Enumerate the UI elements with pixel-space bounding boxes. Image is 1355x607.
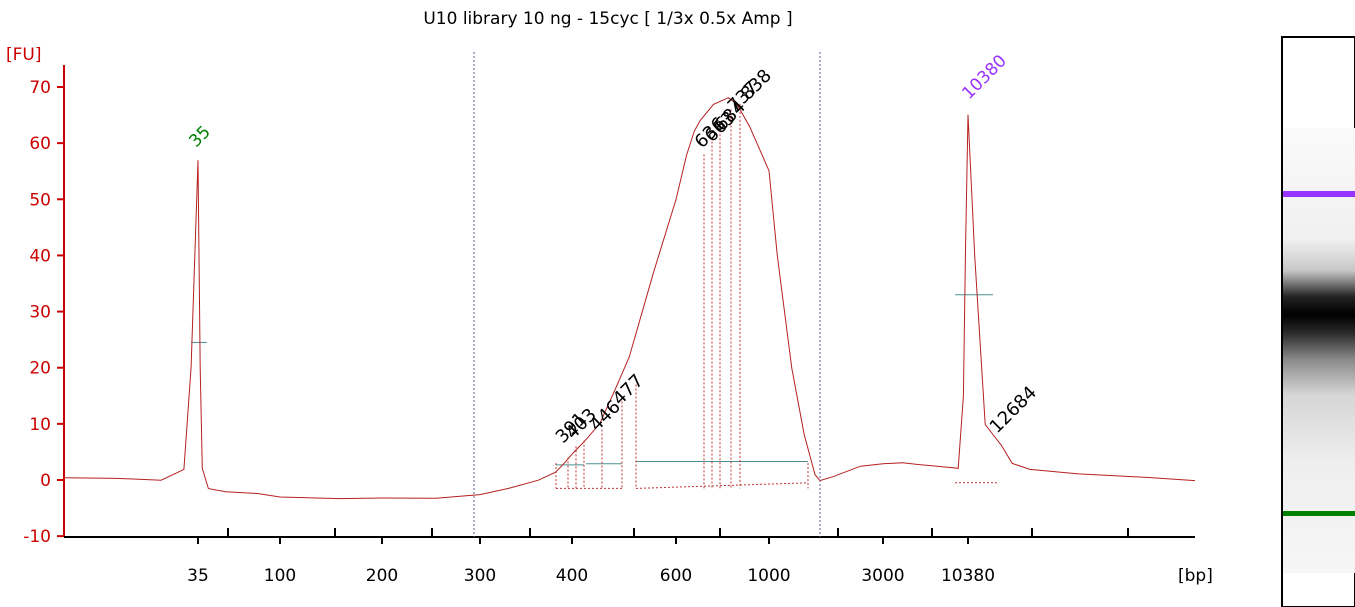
gel-image xyxy=(1281,36,1355,607)
x-tick-label: 3000 xyxy=(861,566,904,586)
x-tick-label: 10380 xyxy=(941,566,995,586)
y-axis: -10 0 10 20 30 40 50 60 70 xyxy=(23,65,65,547)
y-tick-label: 30 xyxy=(29,303,51,323)
y-tick-label: 70 xyxy=(29,78,51,98)
x-tick-label: 1000 xyxy=(747,566,790,586)
region-guides xyxy=(473,52,821,537)
y-tick-label: 40 xyxy=(29,246,51,266)
gel-upper-marker-band xyxy=(1283,191,1355,197)
x-tick-label: 600 xyxy=(660,566,692,586)
x-tick-label: 200 xyxy=(366,566,398,586)
y-tick-label: 60 xyxy=(29,134,51,154)
y-tick-label: 0 xyxy=(40,471,51,491)
y-axis-label: [FU] xyxy=(6,45,42,65)
upper-marker-label: 10380 xyxy=(958,51,1010,103)
chart-title: U10 library 10 ng - 15cyc [ 1/3x 0.5x Am… xyxy=(423,9,792,29)
x-axis: 35 100 200 300 400 600 1000 3000 10380 xyxy=(64,528,1195,586)
x-tick-label: 35 xyxy=(187,566,209,586)
gel-lane xyxy=(1283,128,1355,573)
peak-label: 12684 xyxy=(986,382,1041,437)
y-tick-label: 20 xyxy=(29,359,51,379)
peak-annotations xyxy=(191,103,998,489)
x-tick-label: 100 xyxy=(264,566,296,586)
electropherogram-trace xyxy=(63,97,1196,500)
y-tick-label: 10 xyxy=(29,415,51,435)
y-tick-label: 50 xyxy=(29,190,51,210)
x-tick-label: 400 xyxy=(556,566,588,586)
peak-base-2 xyxy=(635,482,809,489)
y-tick-label: -10 xyxy=(23,527,51,547)
lower-marker-label: 35 xyxy=(185,122,214,151)
x-axis-label: [bp] xyxy=(1178,566,1213,586)
gel-lower-marker-band xyxy=(1283,511,1355,516)
x-tick-label: 300 xyxy=(464,566,496,586)
